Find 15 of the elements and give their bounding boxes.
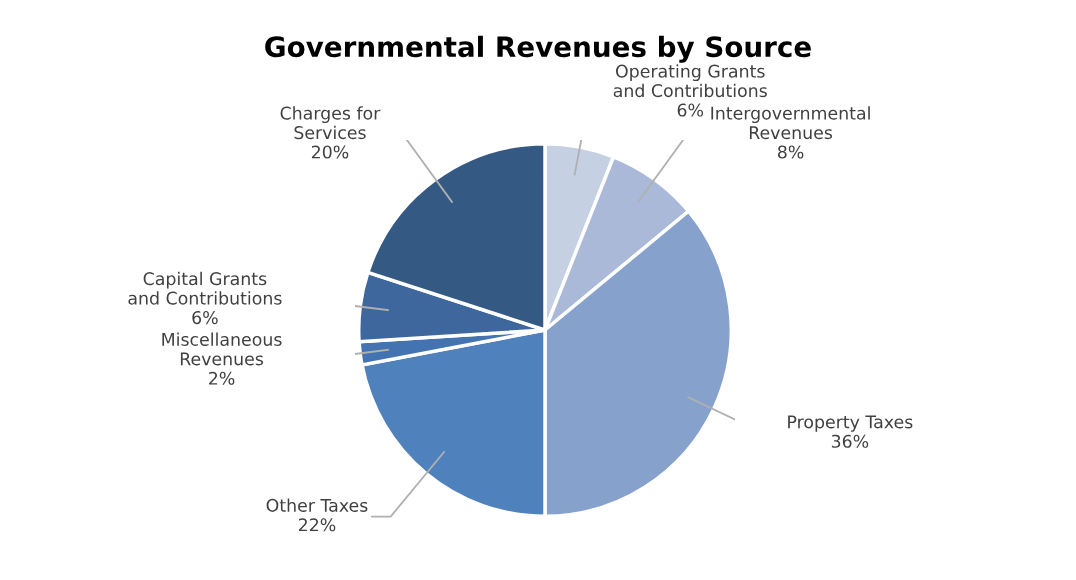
data-label: 6% [677, 103, 704, 117]
slice-label: Intergovernmental Revenues [711, 106, 870, 140]
data-label: 22% [298, 518, 336, 532]
data-label: 2% [209, 371, 235, 385]
chart-title: Governmental Revenues by Source [265, 35, 811, 63]
data-label: 6% [192, 311, 218, 325]
data-label: 36% [831, 434, 869, 448]
slice-label: Capital Grants and Contributions [128, 271, 282, 305]
slice-label: Property Taxes [788, 415, 913, 432]
slice-label: Other Taxes [266, 498, 368, 512]
data-label: 8% [777, 145, 804, 159]
data-label: 20% [311, 145, 349, 159]
slice-label: Charges for Services [280, 106, 381, 140]
slice-label: Miscellaneous Revenues [162, 332, 282, 366]
slice-label: Operating Grants and Contributions [613, 64, 767, 98]
